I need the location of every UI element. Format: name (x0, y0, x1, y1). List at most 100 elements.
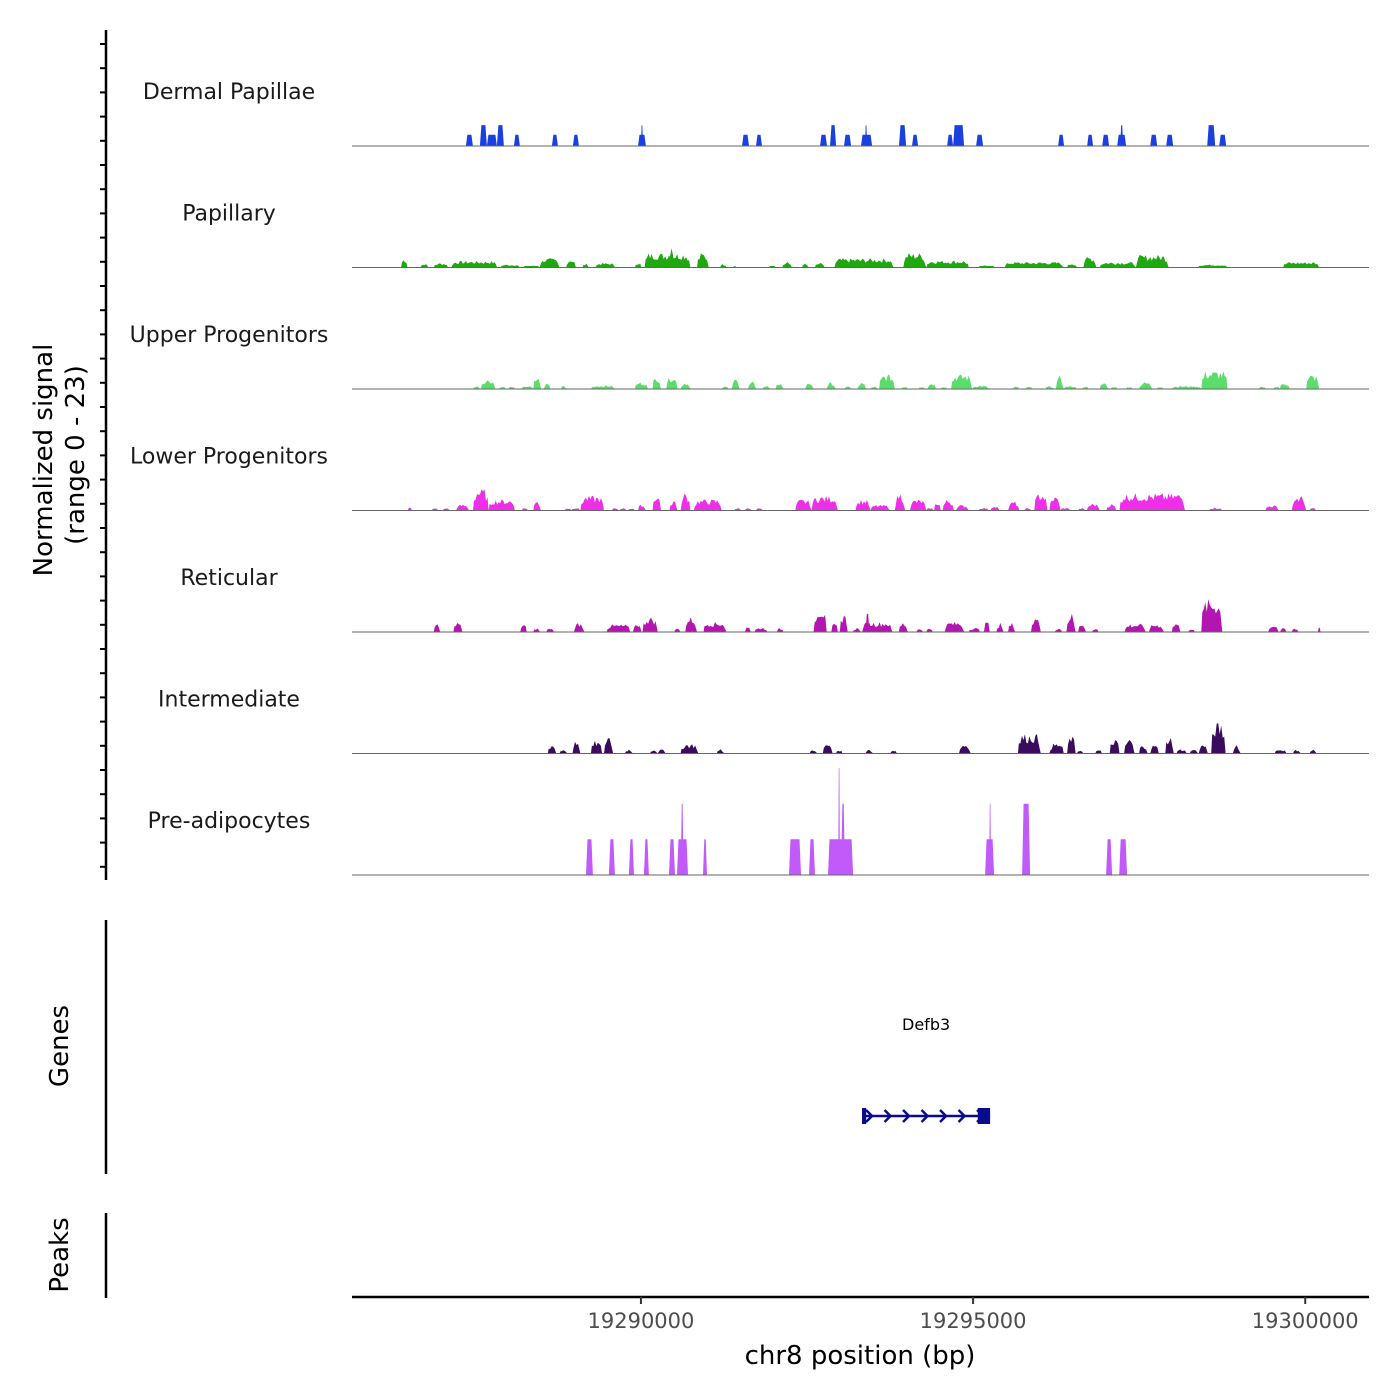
signal-peak (1279, 628, 1287, 632)
track-papillary: Papillary (182, 202, 1369, 268)
signal-peak (559, 750, 568, 754)
signal-peak (983, 622, 990, 632)
signal-peak (942, 499, 954, 511)
signal-peak (628, 839, 634, 875)
signal-peak (926, 260, 969, 268)
signal-peak (1139, 746, 1148, 754)
signal-peak (953, 125, 965, 146)
signal-peak (1268, 626, 1279, 632)
signal-peak (649, 750, 658, 754)
signal-peak (795, 499, 812, 511)
signal-peak (697, 253, 709, 268)
signal-peak (862, 622, 893, 632)
signal-peak (734, 508, 741, 511)
signal-peak (912, 134, 919, 146)
signal-peak (703, 839, 707, 875)
signal-peak (657, 749, 666, 754)
signal-peak (1076, 750, 1084, 754)
signal-peak (533, 502, 542, 511)
y-axis-title: Normalized signal (29, 344, 59, 577)
signal-peak (978, 507, 989, 511)
signal-peak (606, 624, 631, 632)
signal-peak (809, 839, 815, 875)
signal-peak (1102, 134, 1110, 146)
signal-peak (1201, 599, 1223, 632)
signal-peak (865, 613, 870, 632)
track-lower-progenitors: Lower Progenitors (130, 445, 1369, 511)
x-tick-label: 19290000 (588, 1309, 695, 1333)
signal-peak (744, 627, 751, 632)
track-label: Reticular (180, 566, 278, 591)
signal-peak (1017, 734, 1041, 754)
signal-peak (465, 134, 473, 146)
signal-peak (1291, 496, 1307, 511)
signal-peak (680, 493, 691, 511)
signal-peak (486, 134, 497, 146)
track-label: Pre-adipocytes (148, 809, 311, 834)
signal-peak (1004, 262, 1064, 268)
signal-peak (1198, 745, 1208, 754)
signal-peak (855, 499, 871, 511)
signal-peak (1209, 507, 1223, 511)
signal-peak (1058, 134, 1065, 146)
x-axis-title: chr8 position (bp) (745, 1341, 976, 1371)
signal-peak (776, 628, 784, 632)
signal-peak (641, 125, 643, 146)
signal-peak (499, 386, 506, 389)
signal-peak (401, 260, 408, 268)
signal-peak (539, 258, 560, 268)
track-pre-adipocytes: Pre-adipocytes (148, 768, 1369, 876)
signal-peak (865, 125, 868, 146)
signal-peak (703, 621, 727, 632)
signal-peak (586, 839, 593, 875)
signal-peak (1055, 375, 1064, 389)
signal-peak (1091, 629, 1099, 632)
signal-peak (513, 134, 520, 146)
signal-peak (1219, 134, 1227, 146)
signal-peak (1119, 839, 1128, 875)
signal-peak (1067, 736, 1076, 754)
signal-peak (634, 263, 642, 268)
strand-arrow (920, 1109, 930, 1123)
signal-peak (1083, 257, 1097, 268)
gene-defb3: Defb3 (862, 1015, 991, 1124)
signal-peak (652, 379, 661, 389)
signal-peak (1106, 839, 1113, 875)
strand-arrow (883, 1109, 893, 1123)
signal-peak (1148, 625, 1164, 632)
signal-peak (989, 803, 992, 875)
signal-peak (841, 803, 845, 875)
signal-peak (865, 750, 874, 754)
signal-peak (572, 741, 581, 754)
signal-peak (693, 499, 722, 511)
signal-peak (547, 746, 557, 754)
signal-peak (644, 253, 691, 268)
gene-track: Defb3 (862, 1015, 991, 1124)
signal-peak (762, 386, 771, 389)
signal-peak (1171, 386, 1202, 389)
signal-peak (407, 507, 413, 511)
signal-peak (1008, 501, 1020, 511)
signal-peak (632, 625, 642, 632)
track-label: Dermal Papillae (143, 80, 315, 105)
signal-peak (959, 745, 971, 754)
signal-peak (546, 628, 555, 632)
signal-peak (976, 134, 984, 146)
signal-peak (1049, 743, 1064, 754)
track-dermal-papillae: Dermal Papillae (143, 80, 1369, 147)
signal-peak (903, 253, 927, 268)
signal-peak (571, 508, 581, 511)
signal-peak (1265, 505, 1279, 511)
signal-peak (1078, 508, 1085, 511)
signal-peak (1087, 134, 1094, 146)
signal-peak (473, 386, 481, 389)
peaks-panel-label: Peaks (45, 1217, 75, 1292)
signal-peak (560, 386, 566, 389)
signal-peak (813, 614, 827, 632)
signal-peak (479, 125, 487, 146)
signal-peak (674, 628, 681, 632)
signal-peak (742, 134, 749, 146)
signal-peak (453, 622, 463, 632)
signal-peak (619, 508, 627, 511)
